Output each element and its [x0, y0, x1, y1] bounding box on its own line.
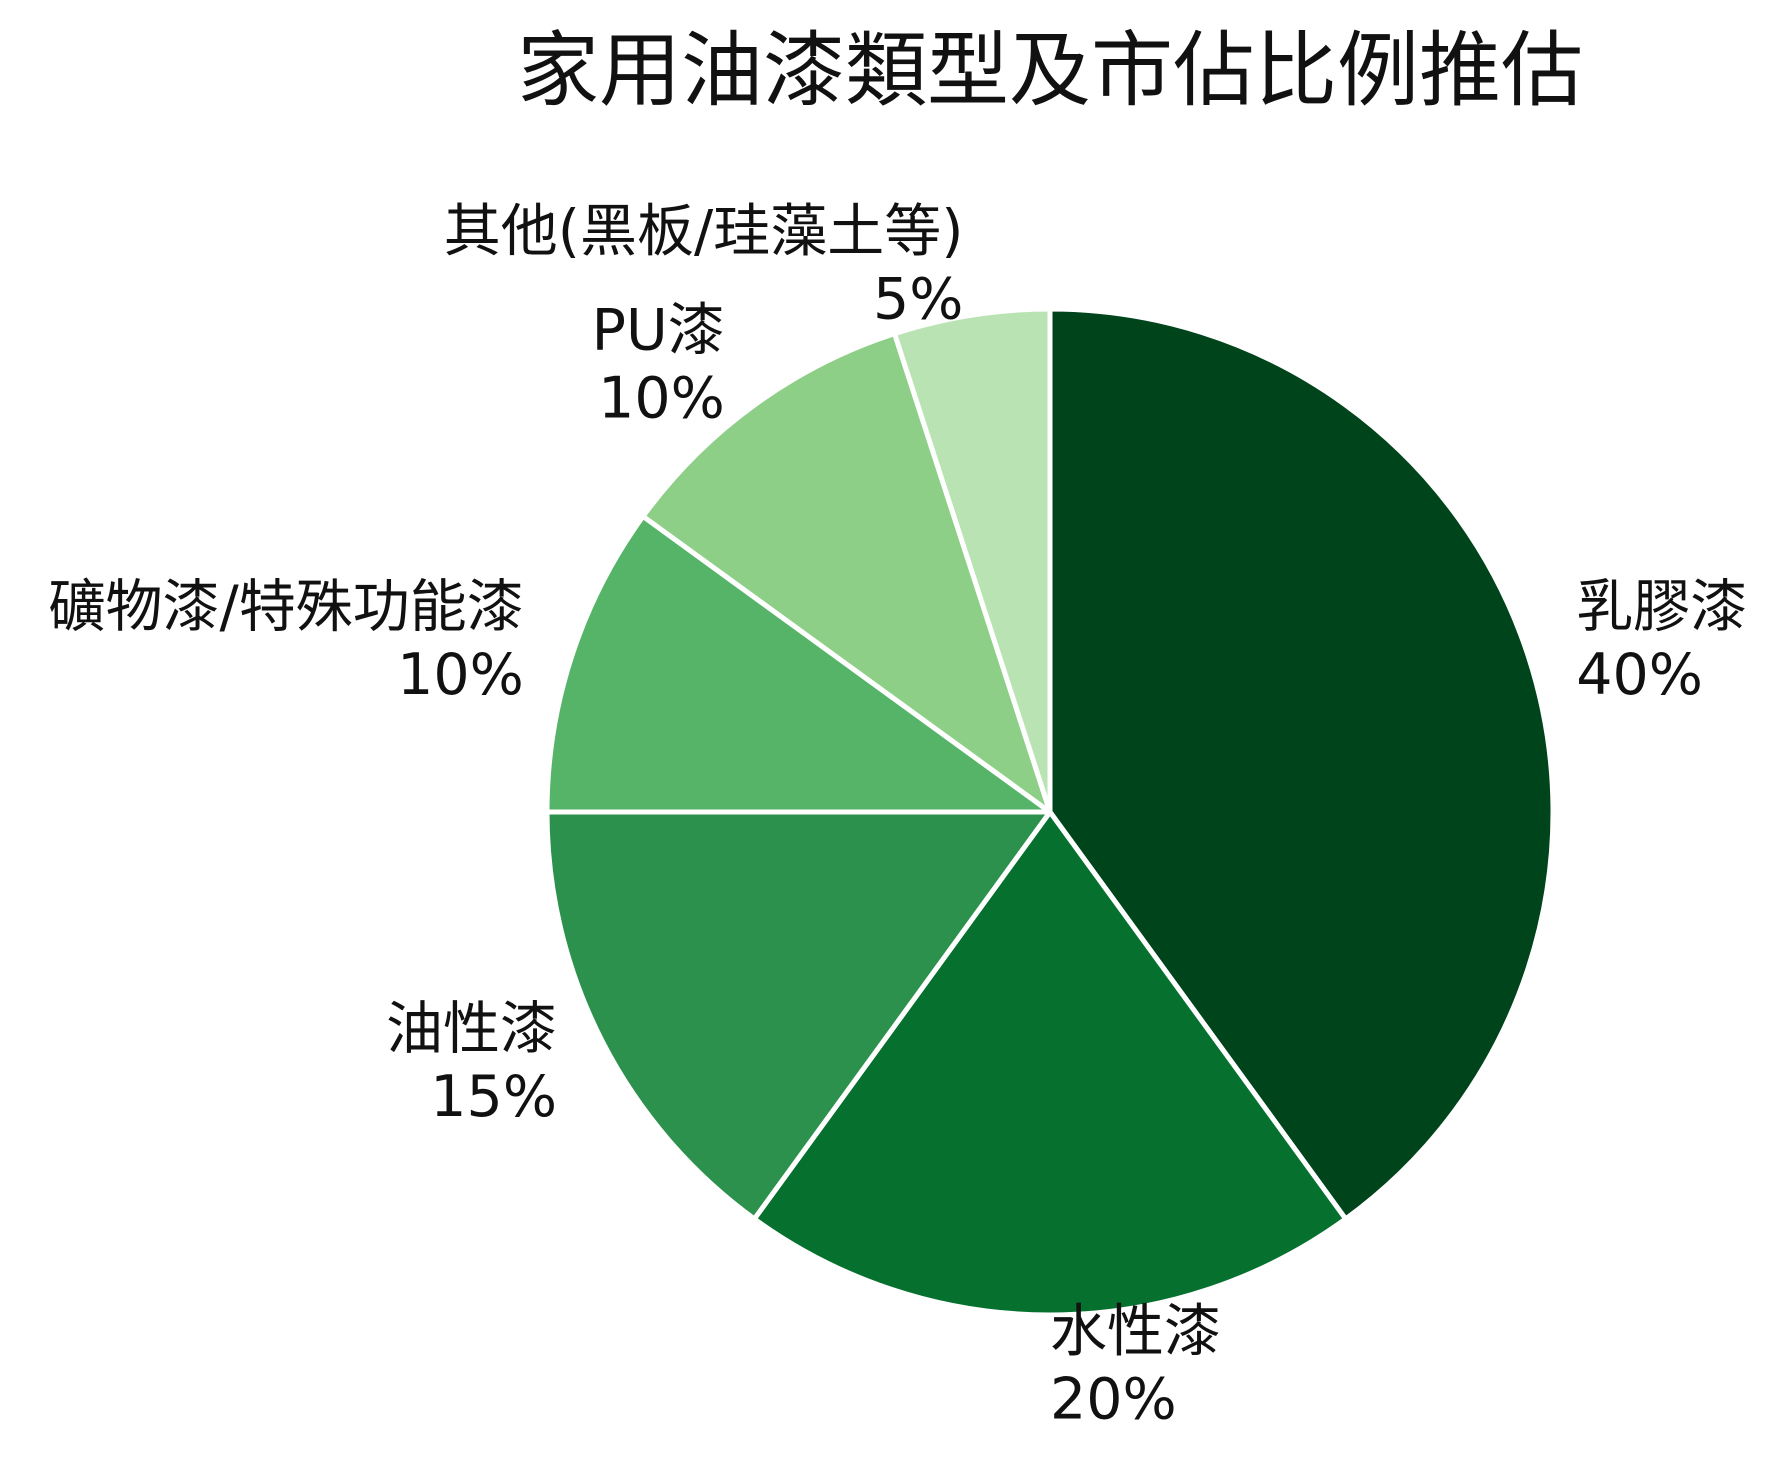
- slice-category-label-pu-paint: PU漆: [592, 297, 725, 363]
- pie-slice-other-paint: [892, 306, 1053, 815]
- pie-wedges: [544, 306, 1556, 1318]
- slice-percent-label-water-based-paint: 20%: [1050, 1366, 1177, 1432]
- slice-percent-label-other-paint: 5%: [873, 267, 963, 333]
- pie-slice-mineral-specialty-paint: [544, 513, 1053, 815]
- slice-category-label-other-paint: 其他(黑板/珪藻土等): [444, 199, 964, 265]
- pie-labels: 乳膠漆40%水性漆20%油性漆15%礦物漆/特殊功能漆10%PU漆10%其他(黑…: [49, 199, 1748, 1433]
- slice-category-label-oil-based-paint: 油性漆: [386, 996, 557, 1062]
- slice-category-label-mineral-specialty-paint: 礦物漆/特殊功能漆: [49, 574, 524, 640]
- pie-slice-oil-based-paint: [544, 809, 1053, 1222]
- pie-slice-latex-paint: [1047, 306, 1556, 1222]
- slice-category-label-latex-paint: 乳膠漆: [1576, 574, 1747, 640]
- slice-percent-label-latex-paint: 40%: [1576, 642, 1703, 708]
- slice-percent-label-pu-paint: 10%: [598, 365, 725, 431]
- pie-slice-water-based-paint: [751, 809, 1349, 1318]
- slice-percent-label-oil-based-paint: 15%: [430, 1064, 557, 1130]
- pie-slice-pu-paint: [640, 331, 1053, 815]
- chart-title: 家用油漆類型及市佔比例推估: [517, 24, 1583, 119]
- slice-percent-label-mineral-specialty-paint: 10%: [397, 642, 524, 708]
- slice-category-label-water-based-paint: 水性漆: [1050, 1298, 1221, 1364]
